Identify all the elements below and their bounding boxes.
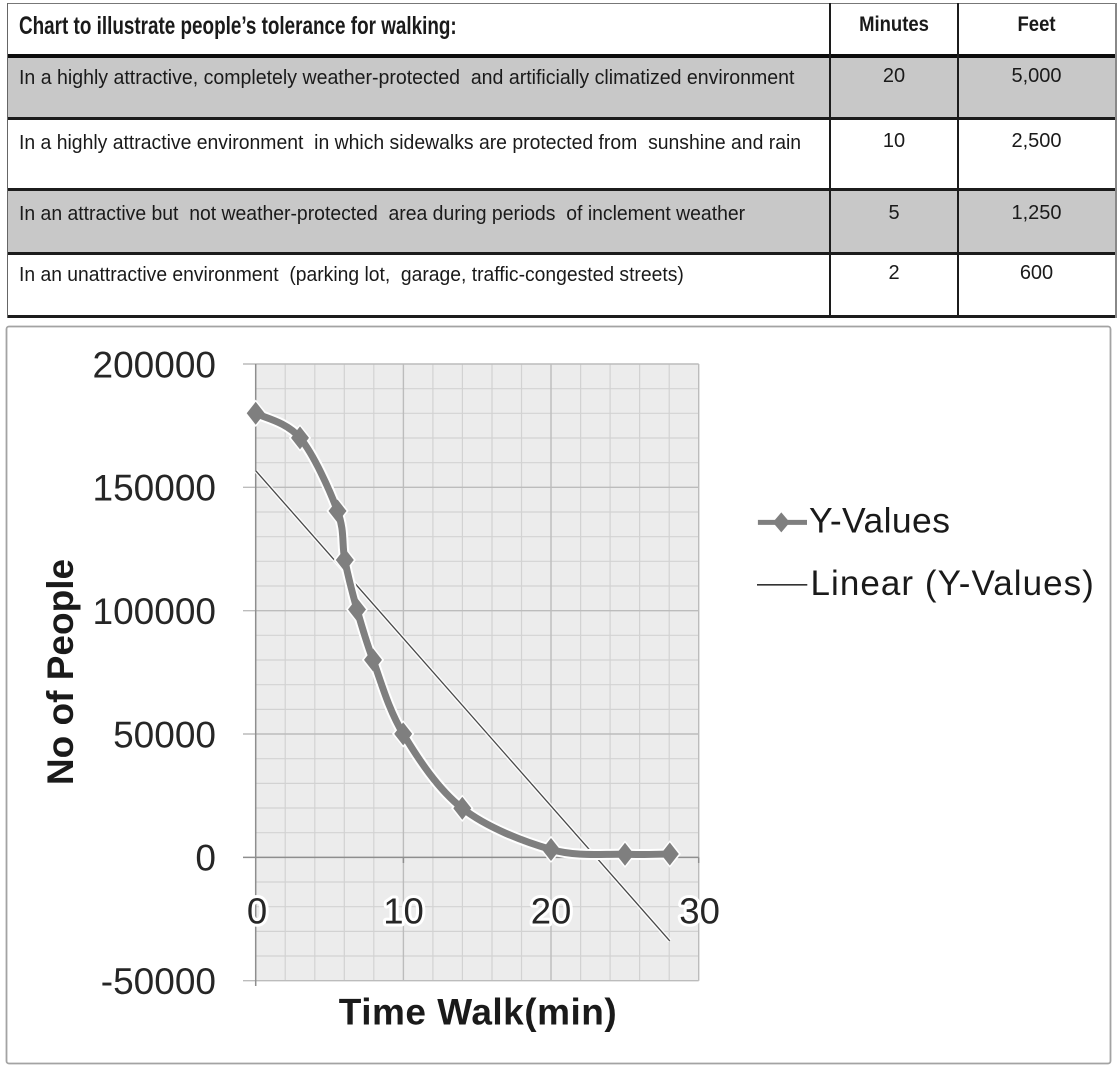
- svg-text:10: 10: [383, 891, 424, 932]
- svg-text:0: 0: [247, 891, 267, 932]
- svg-text:Linear (Y-Values): Linear (Y-Values): [811, 564, 1095, 603]
- svg-text:150000: 150000: [93, 468, 216, 509]
- svg-text:-50000: -50000: [101, 961, 216, 1002]
- svg-text:Y-Values: Y-Values: [809, 501, 950, 541]
- svg-text:0: 0: [195, 838, 216, 879]
- svg-text:200000: 200000: [93, 344, 216, 385]
- svg-text:30: 30: [679, 891, 720, 932]
- svg-text:100000: 100000: [93, 591, 216, 632]
- svg-text:20: 20: [531, 891, 572, 932]
- svg-text:Time Walk(min): Time Walk(min): [339, 992, 617, 1033]
- svg-text:50000: 50000: [113, 714, 216, 755]
- svg-text:No of People: No of People: [40, 559, 81, 785]
